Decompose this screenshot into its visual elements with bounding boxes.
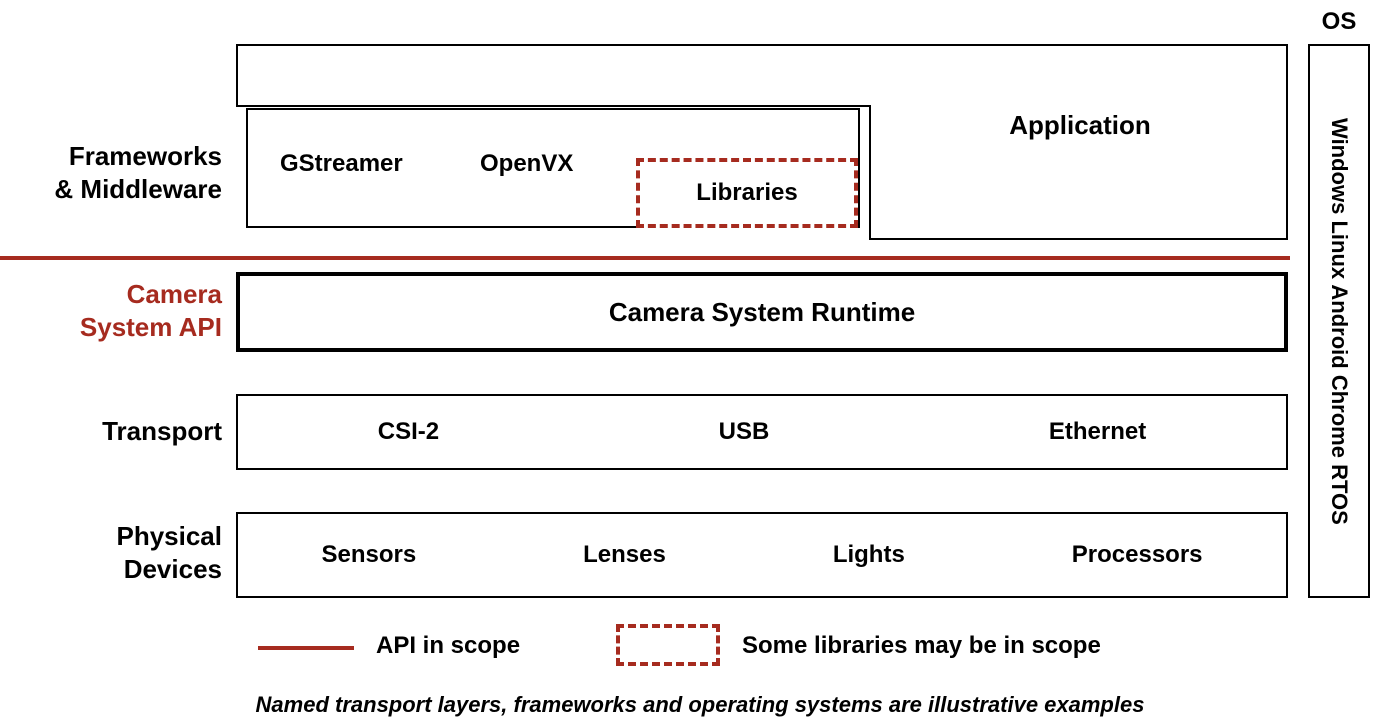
gstreamer-label: GStreamer bbox=[280, 150, 403, 178]
libraries-label: Libraries bbox=[696, 179, 797, 207]
physical-sensors: Sensors bbox=[321, 541, 416, 569]
os-list: Windows Linux Android Chrome RTOS bbox=[1308, 44, 1370, 598]
api-scope-divider bbox=[0, 256, 1290, 260]
transport-box: CSI-2 USB Ethernet bbox=[236, 394, 1288, 470]
row-label-physical-l1: Physical bbox=[0, 520, 222, 553]
row-label-frameworks: Frameworks & Middleware bbox=[0, 140, 222, 205]
legend-libs-in-scope: Some libraries may be in scope bbox=[742, 632, 1101, 660]
transport-csi2: CSI-2 bbox=[378, 418, 439, 446]
camera-runtime-label: Camera System Runtime bbox=[609, 297, 915, 328]
row-label-camera-api-l1: Camera bbox=[0, 278, 222, 311]
physical-lenses: Lenses bbox=[583, 541, 666, 569]
row-label-physical: Physical Devices bbox=[0, 520, 222, 585]
row-label-transport: Transport bbox=[0, 416, 222, 447]
physical-processors: Processors bbox=[1072, 541, 1203, 569]
diagram-stage: OS Windows Linux Android Chrome RTOS App… bbox=[0, 0, 1400, 726]
legend-dashed-box bbox=[616, 624, 720, 666]
transport-ethernet: Ethernet bbox=[1049, 418, 1146, 446]
row-label-camera-api-l2: System API bbox=[0, 311, 222, 344]
physical-lights: Lights bbox=[833, 541, 905, 569]
row-label-frameworks-l2: & Middleware bbox=[0, 173, 222, 206]
physical-box: Sensors Lenses Lights Processors bbox=[236, 512, 1288, 598]
transport-usb: USB bbox=[719, 418, 770, 446]
legend-api-in-scope: API in scope bbox=[376, 632, 520, 660]
footnote: Named transport layers, frameworks and o… bbox=[200, 692, 1200, 718]
row-label-frameworks-l1: Frameworks bbox=[0, 140, 222, 173]
os-title: OS bbox=[1300, 8, 1378, 36]
legend-solid-line bbox=[258, 646, 354, 650]
openvx-label: OpenVX bbox=[480, 150, 573, 178]
camera-runtime-box: Camera System Runtime bbox=[236, 272, 1288, 352]
row-label-physical-l2: Devices bbox=[0, 553, 222, 586]
application-label: Application bbox=[870, 110, 1290, 141]
libraries-box: Libraries bbox=[636, 158, 858, 228]
row-label-camera-api: Camera System API bbox=[0, 278, 222, 343]
